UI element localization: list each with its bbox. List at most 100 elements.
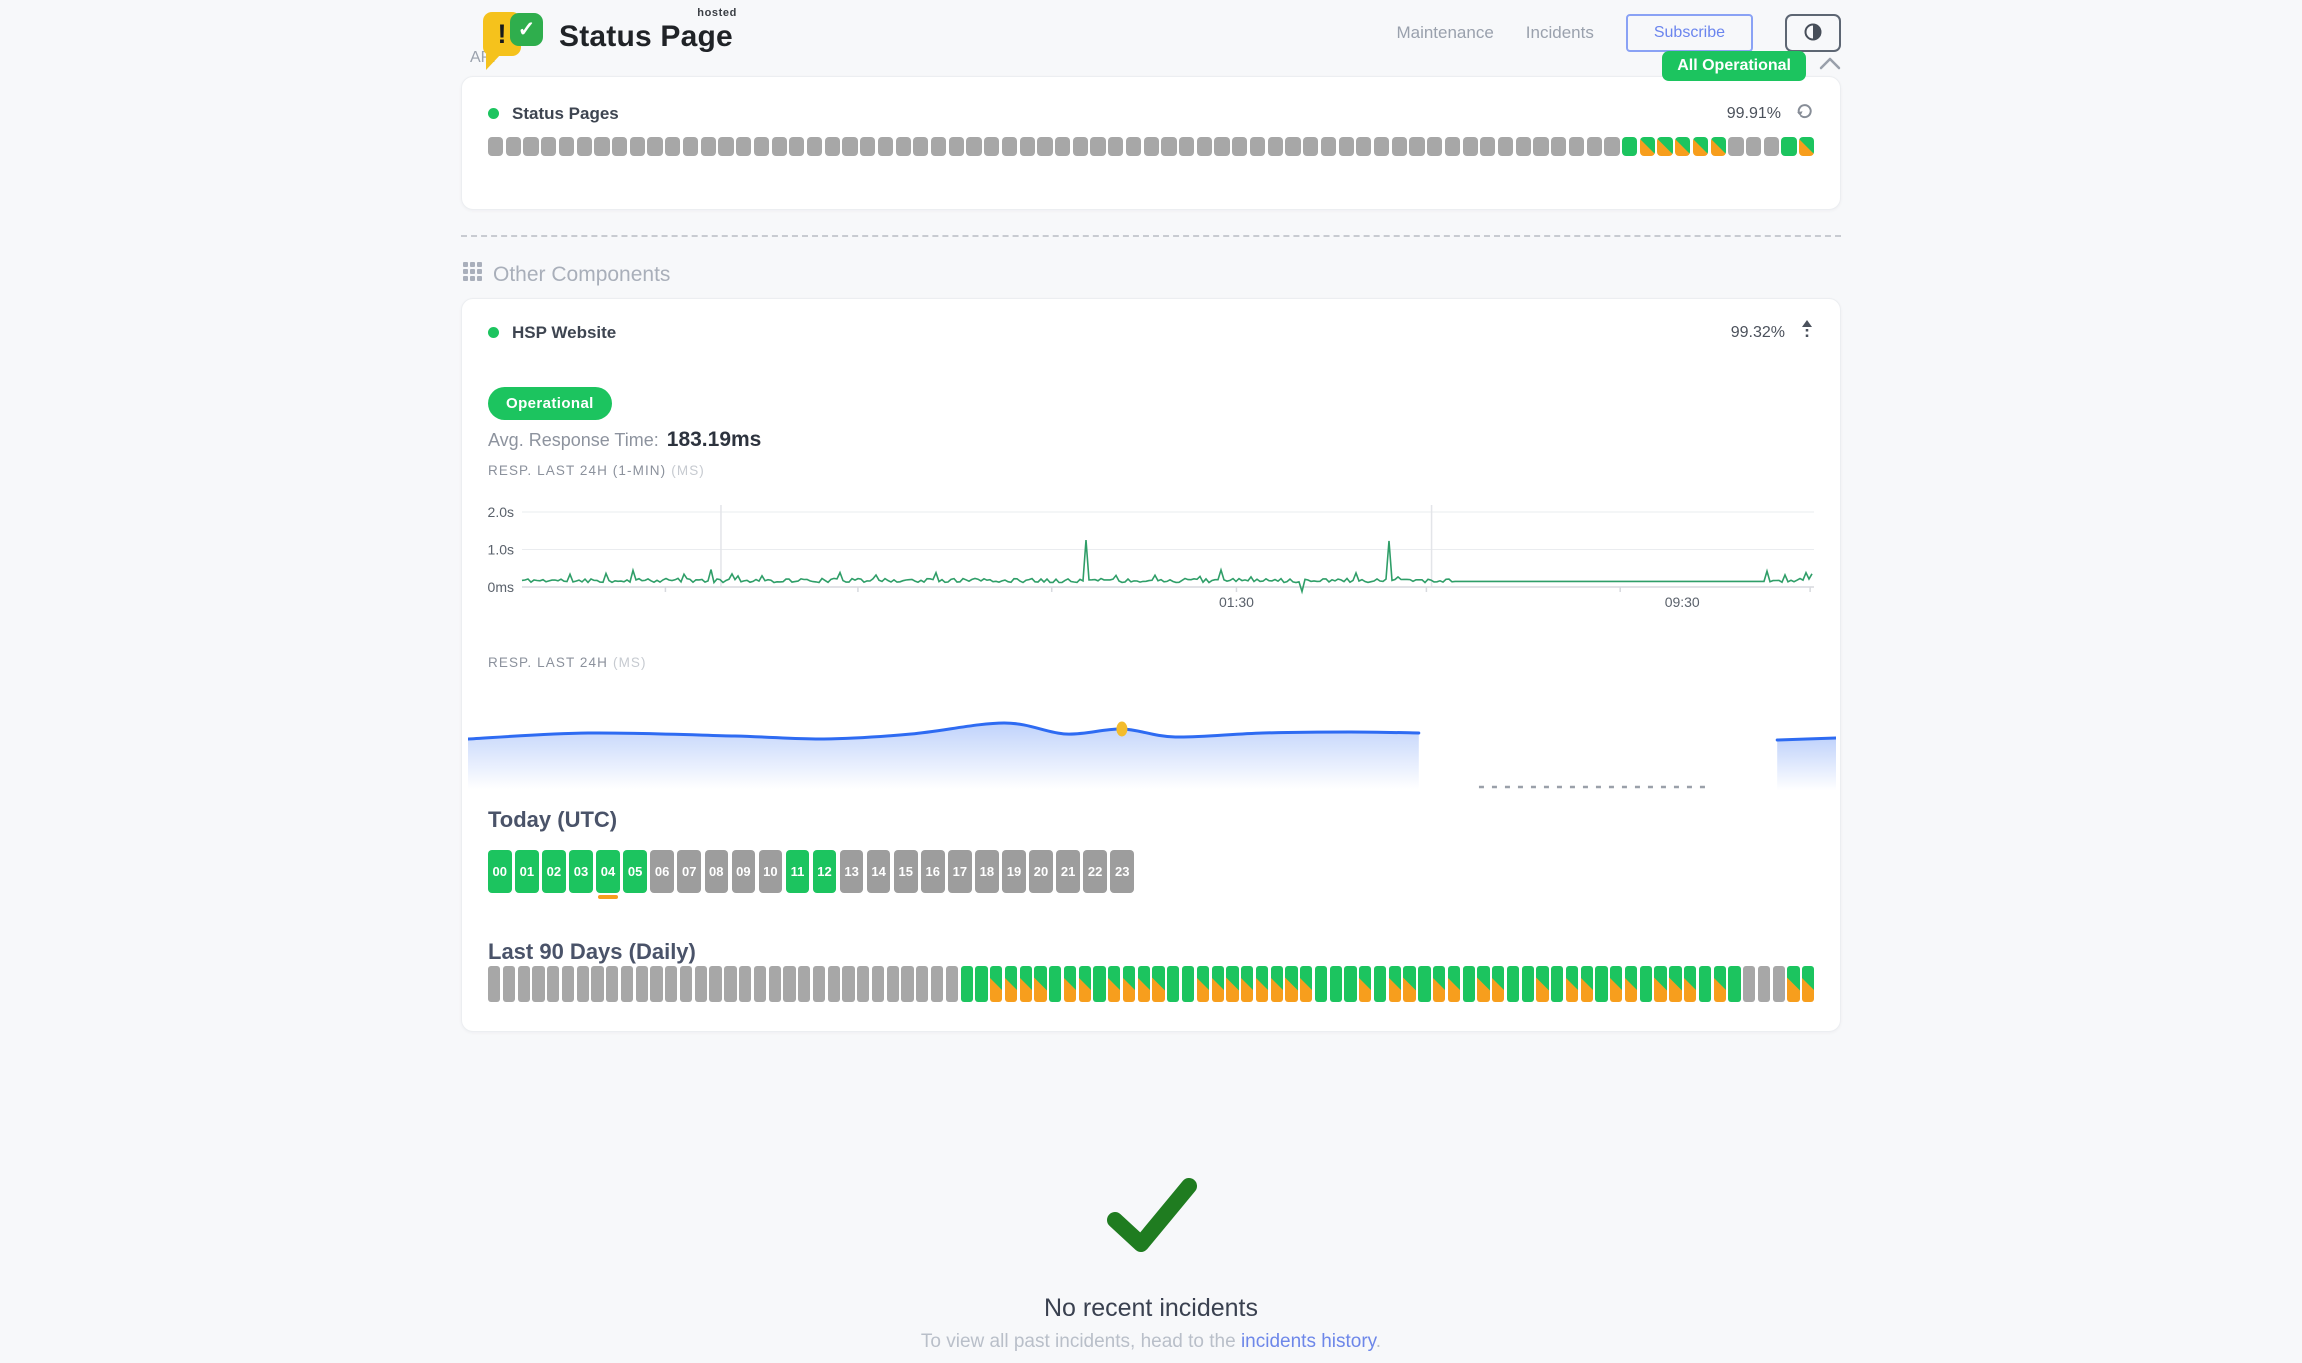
daily-uptime-bar[interactable] (886, 966, 899, 1002)
hour-box[interactable]: 20 (1029, 850, 1053, 893)
daily-uptime-bar[interactable] (1270, 966, 1283, 1002)
uptime-bar[interactable] (1391, 137, 1407, 156)
daily-uptime-bar[interactable] (871, 966, 885, 1002)
daily-uptime-bar[interactable] (532, 966, 545, 1002)
uptime-bar[interactable] (523, 137, 539, 156)
uptime-bar[interactable] (1143, 137, 1159, 156)
resp-24h-chart[interactable] (466, 683, 1838, 801)
uptime-bar[interactable] (1728, 137, 1744, 156)
uptime-bar[interactable] (860, 137, 876, 156)
uptime-bar[interactable] (682, 137, 699, 156)
daily-uptime-bar[interactable] (547, 966, 560, 1002)
daily-uptime-bar[interactable] (620, 966, 634, 1002)
daily-uptime-bar[interactable] (1344, 966, 1357, 1002)
daily-uptime-bar[interactable] (665, 966, 678, 1002)
nav-maintenance[interactable]: Maintenance (1396, 23, 1494, 42)
hour-box[interactable]: 12 (812, 850, 837, 893)
daily-uptime-bar[interactable] (901, 966, 914, 1002)
daily-uptime-bar[interactable] (812, 966, 826, 1002)
hour-box[interactable]: 16 (921, 850, 945, 893)
uptime-bar[interactable] (1604, 137, 1620, 156)
daily-uptime-bar[interactable] (798, 966, 811, 1002)
daily-uptime-bar[interactable] (1049, 966, 1062, 1002)
daily-uptime-bar[interactable] (1757, 966, 1771, 1002)
uptime-bar[interactable] (665, 137, 681, 156)
uptime-bar[interactable] (1657, 137, 1673, 156)
uptime-bar[interactable] (1639, 137, 1655, 156)
daily-uptime-bar[interactable] (1521, 966, 1534, 1002)
daily-uptime-bar[interactable] (1477, 966, 1490, 1002)
uptime-bar[interactable] (1675, 137, 1691, 156)
uptime-bar[interactable] (1515, 137, 1531, 156)
hour-box[interactable]: 07 (677, 850, 701, 893)
uptime-bar[interactable] (1338, 137, 1354, 156)
daily-uptime-bar[interactable] (517, 966, 530, 1002)
nav-incidents[interactable]: Incidents (1525, 23, 1594, 42)
daily-uptime-bar[interactable] (502, 966, 516, 1002)
subscribe-button[interactable]: Subscribe (1625, 14, 1753, 52)
hour-box[interactable]: 18 (975, 850, 999, 893)
daily-uptime-bar[interactable] (576, 966, 589, 1002)
uptime-bar[interactable] (594, 137, 610, 156)
overall-status[interactable]: All Operational (1662, 51, 1841, 81)
hour-box[interactable]: 21 (1056, 850, 1080, 893)
hour-box[interactable]: 22 (1083, 850, 1107, 893)
uptime-bar[interactable] (1196, 137, 1212, 156)
daily-uptime-bar[interactable] (1122, 966, 1136, 1002)
uptime-bar[interactable] (753, 137, 769, 156)
uptime-bar[interactable] (558, 137, 575, 156)
uptime-bar[interactable] (824, 137, 840, 156)
hour-box[interactable]: 14 (866, 850, 891, 893)
uptime-bar[interactable] (1161, 137, 1177, 156)
uptime-bar[interactable] (1267, 137, 1283, 156)
daily-uptime-bar[interactable] (635, 966, 648, 1002)
daily-uptime-bar[interactable] (561, 966, 575, 1002)
uptime-bar[interactable] (576, 137, 592, 156)
daily-uptime-bar[interactable] (1492, 966, 1505, 1002)
daily-uptime-bar[interactable] (1226, 966, 1239, 1002)
hour-box[interactable]: 23 (1110, 850, 1134, 893)
daily-uptime-bar[interactable] (1314, 966, 1328, 1002)
uptime-bar[interactable] (1799, 137, 1815, 156)
hour-box[interactable]: 10 (758, 850, 783, 893)
brand-logo[interactable]: ! ✓ hosted Status Page (483, 7, 736, 70)
uptime-bar[interactable] (488, 137, 504, 156)
daily-uptime-bar[interactable] (1462, 966, 1475, 1002)
uptime-bar[interactable] (1303, 137, 1319, 156)
overall-status-badge[interactable]: All Operational (1662, 51, 1806, 81)
daily-uptime-bar[interactable] (1433, 966, 1446, 1002)
uptime-bar[interactable] (1373, 137, 1390, 156)
uptime-bar[interactable] (1055, 137, 1071, 156)
daily-uptime-bar[interactable] (916, 966, 929, 1002)
hour-box[interactable]: 06 (650, 850, 674, 893)
uptime-bar[interactable] (612, 137, 628, 156)
uptime-bar[interactable] (1249, 137, 1266, 156)
uptime-bar[interactable] (1037, 137, 1053, 156)
daily-uptime-bar[interactable] (1595, 966, 1608, 1002)
incidents-history-link[interactable]: incidents history (1240, 1331, 1376, 1352)
daily-uptime-bar[interactable] (1019, 966, 1032, 1002)
uptime-bar[interactable] (948, 137, 964, 156)
refresh-icon[interactable] (1796, 103, 1814, 124)
daily-uptime-bar[interactable] (1004, 966, 1018, 1002)
daily-uptime-bar[interactable] (1713, 966, 1726, 1002)
daily-uptime-bar[interactable] (1610, 966, 1623, 1002)
daily-uptime-bar[interactable] (1359, 966, 1372, 1002)
uptime-bar[interactable] (1444, 137, 1461, 156)
uptime-bar[interactable] (736, 137, 752, 156)
daily-uptime-bar[interactable] (1152, 966, 1165, 1002)
daily-uptime-bar[interactable] (753, 966, 767, 1002)
uptime-bar[interactable] (1320, 137, 1336, 156)
daily-uptime-bar[interactable] (1211, 966, 1224, 1002)
hour-box[interactable]: 01 (515, 850, 539, 893)
uptime-bar[interactable] (1001, 137, 1018, 156)
daily-uptime-bar[interactable] (1506, 966, 1520, 1002)
uptime-bar[interactable] (1214, 137, 1230, 156)
hour-box[interactable]: 05 (623, 850, 647, 893)
daily-uptime-bar[interactable] (1285, 966, 1298, 1002)
hour-box[interactable]: 08 (704, 850, 729, 893)
daily-uptime-bar[interactable] (1787, 966, 1800, 1002)
uptime-bar[interactable] (895, 137, 911, 156)
daily-uptime-bar[interactable] (1536, 966, 1549, 1002)
uptime-bar[interactable] (877, 137, 894, 156)
